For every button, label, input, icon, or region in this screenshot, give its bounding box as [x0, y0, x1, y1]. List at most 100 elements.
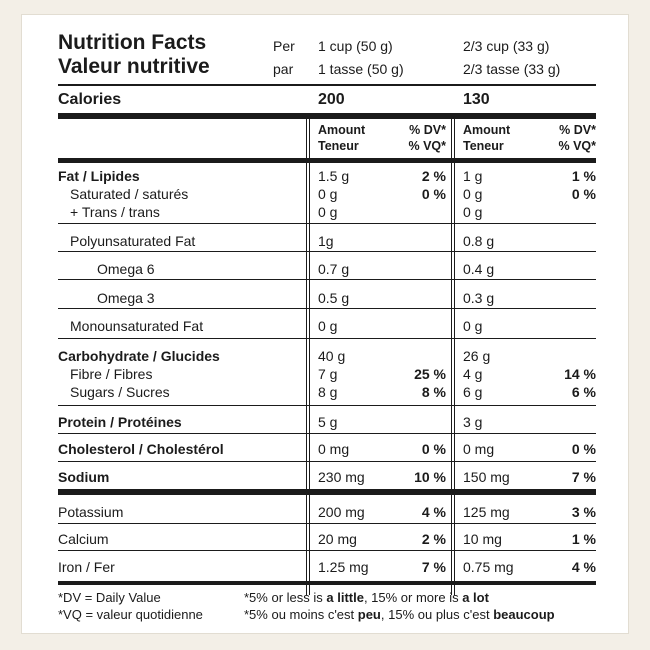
carb-v2: 26 g — [463, 348, 491, 364]
omega3-v1: 0.5 g — [318, 290, 350, 306]
rule-fat — [58, 223, 596, 224]
rule-omega6 — [58, 279, 596, 280]
iron-p2: 4 % — [571, 559, 596, 575]
iron-v1: 1.25 mg — [318, 559, 369, 575]
carb-label: Carbohydrate / Glucides — [58, 348, 220, 364]
footnote-fr-b: peu — [357, 607, 381, 622]
sodium-v2: 150 mg — [463, 469, 510, 485]
per-fr: par — [273, 61, 294, 77]
mono-v1: 0 g — [318, 318, 338, 334]
protein-label: Protein / Protéines — [58, 414, 182, 430]
serving2-en: 2/3 cup (33 g) — [463, 38, 550, 54]
nutrition-facts-panel: Nutrition Facts Valeur nutritive Per par… — [21, 14, 629, 634]
rule-potassium — [58, 523, 596, 524]
sugars-p2: 6 % — [571, 384, 596, 400]
fat-v1: 1.5 g — [318, 168, 350, 184]
cholesterol-v2: 0 mg — [463, 441, 495, 457]
trans-label: + Trans / trans — [70, 204, 160, 220]
cholesterol-p2: 0 % — [571, 441, 596, 457]
serving1-en: 1 cup (50 g) — [318, 38, 393, 54]
omega3-label: Omega 3 — [97, 290, 155, 306]
footnote-en-a: *5% or less is — [244, 590, 327, 605]
iron-v2: 0.75 mg — [463, 559, 514, 575]
fat-v2: 1 g — [463, 168, 483, 184]
cholesterol-v1: 0 mg — [318, 441, 350, 457]
potassium-p1: 4 % — [421, 504, 446, 520]
sodium-v1: 230 mg — [318, 469, 365, 485]
footnote-fr: *5% ou moins c'est peu, 15% ou plus c'es… — [244, 608, 555, 621]
footnote-fr-c: , 15% ou plus c'est — [380, 607, 494, 622]
amount-en-col1: Amount — [318, 123, 366, 137]
calories-label: Calories — [58, 91, 122, 108]
saturated-v1: 0 g — [318, 186, 338, 202]
rule-calcium — [58, 550, 596, 551]
calcium-p1: 2 % — [421, 531, 446, 547]
calories-col1: 200 — [318, 91, 345, 108]
calcium-v2: 10 mg — [463, 531, 502, 547]
omega6-v1: 0.7 g — [318, 261, 350, 277]
footnote-en-c: , 15% or more is — [363, 590, 463, 605]
poly-v1: 1g — [318, 233, 334, 249]
mono-v2: 0 g — [463, 318, 483, 334]
poly-v2: 0.8 g — [463, 233, 495, 249]
footnote-vq: *VQ = valeur quotidienne — [58, 607, 203, 622]
footnote-en-b: a little — [326, 590, 364, 605]
cholesterol-p1: 0 % — [421, 441, 446, 457]
footnote-fr-a: *5% ou moins c'est — [244, 607, 358, 622]
gutter-2 — [452, 119, 454, 595]
title-en: Nutrition Facts — [58, 31, 207, 54]
rule-mono — [58, 338, 596, 339]
rule-protein — [58, 433, 596, 434]
serving2-fr: 2/3 tasse (33 g) — [463, 61, 561, 77]
calcium-p2: 1 % — [571, 531, 596, 547]
vq-col2: % VQ* — [558, 139, 596, 153]
fibre-label: Fibre / Fibres — [70, 366, 153, 382]
rule-cholesterol — [58, 461, 596, 462]
saturated-p1: 0 % — [421, 186, 446, 202]
amount-fr-col2: Teneur — [463, 139, 504, 153]
fat-label: Fat / Lipides — [58, 168, 140, 184]
sodium-p1: 10 % — [414, 469, 446, 485]
sodium-label: Sodium — [58, 469, 110, 485]
omega6-v2: 0.4 g — [463, 261, 495, 277]
footnote-fr-d: beaucoup — [493, 607, 555, 622]
fibre-v1: 7 g — [318, 366, 338, 382]
omega6-label: Omega 6 — [97, 261, 155, 277]
rule-headers — [58, 158, 596, 163]
calcium-label: Calcium — [58, 531, 109, 547]
fibre-p1: 25 % — [414, 366, 446, 382]
protein-v1: 5 g — [318, 414, 338, 430]
serving1-fr: 1 tasse (50 g) — [318, 61, 404, 77]
trans-v2: 0 g — [463, 204, 483, 220]
saturated-p2: 0 % — [571, 186, 596, 202]
calcium-v1: 20 mg — [318, 531, 357, 547]
rule-calories — [58, 113, 596, 119]
fibre-p2: 14 % — [564, 366, 596, 382]
footnote-en: *5% or less is a little, 15% or more is … — [244, 591, 489, 604]
footnote-dv: *DV = Daily Value — [58, 590, 161, 605]
mono-label: Monounsaturated Fat — [70, 318, 204, 334]
trans-v1: 0 g — [318, 204, 338, 220]
vq-col1: % VQ* — [408, 139, 446, 153]
potassium-v1: 200 mg — [318, 504, 365, 520]
amount-fr-col1: Teneur — [318, 139, 359, 153]
saturated-label: Saturated / saturés — [70, 186, 189, 202]
rule-omega3 — [58, 308, 596, 309]
cholesterol-label: Cholesterol / Cholestérol — [58, 441, 224, 457]
calories-col2: 130 — [463, 91, 490, 108]
rule-title — [58, 84, 596, 86]
per-en: Per — [273, 38, 295, 54]
omega3-v2: 0.3 g — [463, 290, 495, 306]
rule-bottom — [58, 581, 596, 585]
iron-label: Iron / Fer — [58, 559, 115, 575]
sugars-label: Sugars / Sucres — [70, 384, 170, 400]
potassium-p2: 3 % — [571, 504, 596, 520]
gutter-1 — [307, 119, 309, 595]
sodium-p2: 7 % — [571, 469, 596, 485]
fat-p2: 1 % — [571, 168, 596, 184]
fat-p1: 2 % — [421, 168, 446, 184]
dv-col2: % DV* — [559, 123, 596, 137]
sugars-v2: 6 g — [463, 384, 483, 400]
protein-v2: 3 g — [463, 414, 483, 430]
fibre-v2: 4 g — [463, 366, 483, 382]
